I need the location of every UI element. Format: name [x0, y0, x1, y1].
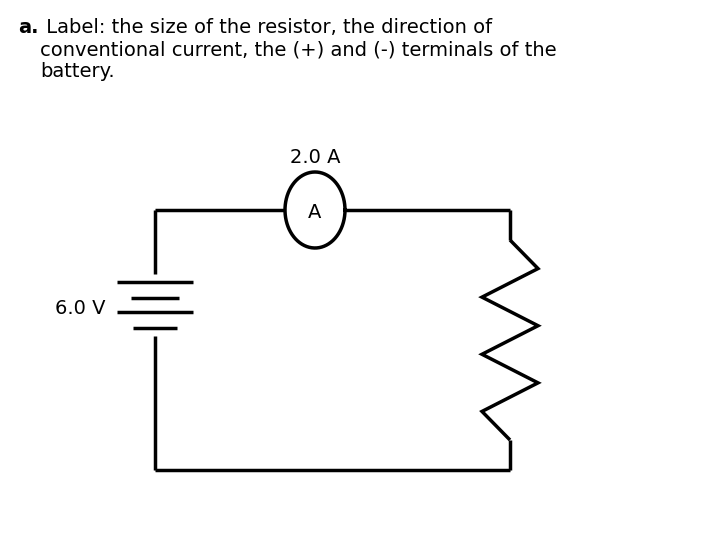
Text: A: A	[308, 204, 322, 222]
Text: 6.0 V: 6.0 V	[55, 299, 106, 318]
Text: Label: the size of the resistor, the direction of
conventional current, the (+) : Label: the size of the resistor, the dir…	[40, 18, 557, 81]
Text: a.: a.	[18, 18, 38, 37]
Text: 2.0 A: 2.0 A	[289, 148, 341, 167]
